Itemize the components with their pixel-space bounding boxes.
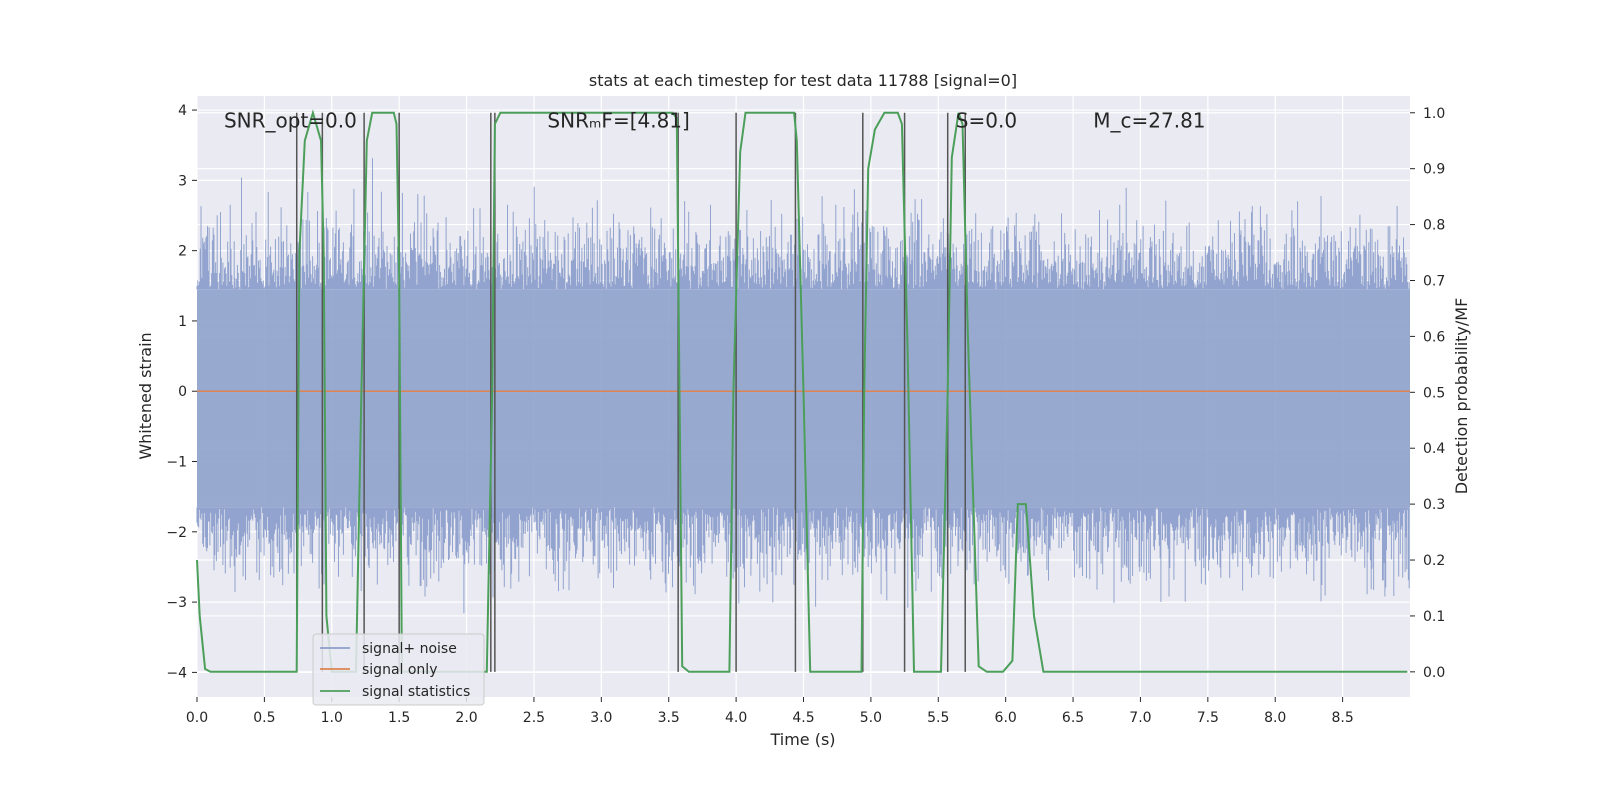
y-right-tick-label: 0.8 — [1423, 218, 1445, 234]
x-tick-label: 0.5 — [253, 710, 275, 726]
annotation-mc-value: M_c=27.81 — [1093, 109, 1205, 133]
y-left-tick-label: −4 — [166, 665, 187, 681]
y-left-tick-label: −2 — [166, 525, 187, 541]
y-axis-right-label: Detection probability/MF — [1452, 298, 1471, 495]
y-right-tick-label: 0.9 — [1423, 162, 1445, 178]
y-left-tick-label: −1 — [166, 455, 187, 471]
x-tick-label: 5.0 — [860, 710, 882, 726]
x-tick-label: 0.0 — [186, 710, 208, 726]
y-left-tick-label: 0 — [178, 384, 187, 400]
x-tick-label: 4.0 — [725, 710, 747, 726]
y-axis-left-ticks: 4 3 2 1 0 −1 −2 −3 −4 — [166, 103, 197, 681]
x-tick-label: 8.5 — [1331, 710, 1353, 726]
y-left-tick-label: 1 — [178, 314, 187, 330]
y-right-tick-label: 0.5 — [1423, 385, 1445, 401]
chart-title: stats at each timestep for test data 117… — [589, 71, 1017, 90]
legend-box — [312, 633, 485, 706]
signal-statistics-series — [196, 109, 1408, 673]
x-tick-label: 1.5 — [388, 710, 410, 726]
x-tick-label: 7.5 — [1197, 710, 1219, 726]
x-tick-label: 5.5 — [927, 710, 949, 726]
y-axis-right-ticks: 1.0 0.9 0.8 0.7 0.6 0.5 0.4 0.3 0.2 0.1 0.0 — [1410, 106, 1445, 681]
y-right-tick-label: 0.7 — [1423, 273, 1445, 289]
legend-label-signal-only: signal only — [362, 662, 437, 678]
x-tick-label: 6.0 — [995, 710, 1017, 726]
x-axis-ticks: 0.0 0.5 1.0 1.5 2.0 2.5 3.0 3.5 4.0 4.5 5.0 5.5 6.0 6… — [186, 697, 1354, 726]
signal-statistics-line — [196, 109, 1408, 673]
x-tick-label: 8.0 — [1264, 710, 1286, 726]
y-right-tick-label: 0.4 — [1423, 441, 1445, 457]
y-left-tick-label: −3 — [166, 595, 187, 611]
x-tick-label: 2.0 — [455, 710, 477, 726]
x-tick-label: 3.5 — [658, 710, 680, 726]
annotation-snr-mf: SNRₘF=[4.81] — [547, 109, 689, 133]
annotations: SNR_opt=0.0 SNRₘF=[4.81] S=0.0 M_c=27.81 — [224, 109, 1206, 133]
legend: signal+ noise signal only signal statist… — [312, 633, 485, 706]
y-right-tick-label: 0.6 — [1423, 329, 1445, 345]
x-tick-label: 7.0 — [1129, 710, 1151, 726]
legend-label-signal-noise: signal+ noise — [362, 641, 457, 657]
legend-label-signal-statistics: signal statistics — [362, 684, 470, 700]
y-right-tick-label: 0.1 — [1423, 609, 1445, 625]
x-tick-label: 2.5 — [523, 710, 545, 726]
y-left-tick-label: 4 — [178, 103, 187, 119]
annotation-s-value: S=0.0 — [956, 109, 1017, 133]
x-tick-label: 4.5 — [792, 710, 814, 726]
x-axis-label: Time (s) — [769, 730, 835, 749]
y-right-tick-label: 1.0 — [1423, 106, 1445, 122]
x-tick-label: 6.5 — [1062, 710, 1084, 726]
y-left-tick-label: 2 — [178, 244, 187, 260]
y-left-tick-label: 3 — [178, 173, 187, 189]
y-right-tick-label: 0.0 — [1423, 665, 1445, 681]
x-tick-label: 3.0 — [590, 710, 612, 726]
y-axis-left-label: Whitened strain — [136, 332, 155, 459]
x-tick-label: 1.0 — [321, 710, 343, 726]
annotation-snr-opt: SNR_opt=0.0 — [224, 109, 357, 133]
y-right-tick-label: 0.2 — [1423, 553, 1445, 569]
y-right-tick-label: 0.3 — [1423, 497, 1445, 513]
